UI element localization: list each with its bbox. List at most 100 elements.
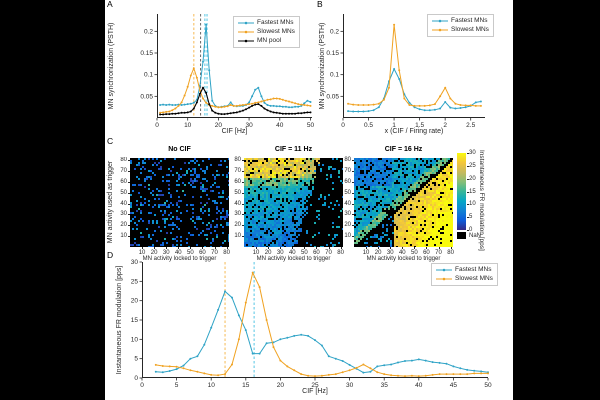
series-marker: [423, 109, 426, 112]
series-marker: [244, 301, 247, 304]
series-marker: [352, 103, 355, 106]
y-tick-label: 0.05: [326, 93, 339, 100]
series-marker: [444, 101, 447, 103]
x-tick-label: 40: [415, 382, 423, 389]
y-tick-label: 0.2: [330, 28, 339, 35]
series-marker: [362, 363, 365, 366]
series-marker: [175, 365, 178, 368]
tick-mark: [352, 236, 354, 238]
tick-label: 80: [344, 157, 351, 164]
tick-label: 40: [398, 250, 406, 256]
tick-mark: [352, 203, 354, 205]
figure: A MN synchronization (PSTH) 0 10 20 30 40 50 0…: [105, 0, 513, 400]
legend-item-fastest-mns: Fastest MNs: [238, 19, 295, 27]
series-marker: [162, 111, 165, 114]
series-marker: [291, 106, 293, 109]
tick-mark: [352, 214, 354, 216]
series-marker: [376, 365, 379, 368]
series-marker: [165, 104, 168, 106]
series-marker: [189, 369, 192, 372]
series-marker: [286, 336, 289, 339]
series-marker: [223, 113, 226, 116]
tick-mark: [178, 247, 180, 249]
x-tick-label: 1: [392, 122, 396, 129]
panel-a-ylabel: MN synchronization (PSTH): [108, 22, 115, 110]
series-marker: [210, 373, 213, 376]
series-marker: [418, 108, 421, 111]
y-tick-label: 0.1: [330, 72, 339, 79]
tick-mark: [128, 203, 130, 205]
tick-label: 20: [264, 250, 272, 256]
series-marker: [162, 113, 165, 116]
tick-mark: [378, 247, 380, 249]
series-marker: [393, 68, 396, 70]
series-marker: [487, 372, 489, 375]
series-marker: [168, 113, 171, 116]
series-marker: [231, 296, 233, 299]
tick-mark: [466, 178, 469, 180]
x-tick-label: 0: [341, 122, 345, 129]
series-marker: [182, 364, 185, 367]
y-tick-label: 5: [134, 356, 138, 363]
legend-item-fastest-mns: Fastest MNs: [432, 17, 489, 25]
series-marker: [303, 104, 306, 106]
x-tick-label: 50: [484, 382, 492, 389]
tick-label: 30: [276, 250, 284, 256]
series-marker: [189, 74, 192, 77]
panel-b-ylabel: MN synchronization (PSTH): [319, 22, 326, 110]
x-tick-label: 30: [245, 122, 253, 129]
panel-d-plot: 0 5 10 15 20 25 30 35 40 45 50 0 5 10 15 20 25 30: [131, 259, 492, 389]
panel-b-xlabel: x (CIF / Firing rate): [384, 128, 444, 135]
tick-mark: [128, 236, 130, 238]
legend-item-slowest-mns: Slowest MNs: [436, 275, 493, 283]
series-marker: [258, 352, 261, 355]
series-marker: [208, 103, 211, 106]
series-marker: [341, 371, 344, 374]
series-marker: [168, 103, 171, 106]
x-tick-label: 20: [215, 122, 223, 129]
series-marker: [168, 370, 171, 372]
series-marker: [284, 105, 287, 108]
series-marker: [479, 100, 482, 103]
series-marker: [186, 103, 189, 106]
series-marker: [238, 110, 241, 113]
series-marker: [265, 319, 268, 321]
series-marker: [269, 104, 272, 107]
series-marker: [294, 112, 297, 115]
series-marker: [192, 67, 195, 70]
colorbar: [457, 153, 466, 230]
series-marker: [220, 113, 223, 116]
series-marker: [254, 88, 257, 91]
heatmap-title-cif-16: CIF = 16 Hz: [384, 146, 423, 153]
series-marker: [327, 373, 330, 376]
tick-mark: [328, 247, 330, 249]
x-tick-label: 15: [242, 382, 250, 389]
series-marker: [244, 329, 247, 332]
series-marker: [258, 286, 261, 289]
x-tick-label: 10: [208, 382, 216, 389]
tick-mark: [438, 247, 440, 249]
series-marker: [418, 104, 421, 107]
tick-label: 80: [120, 157, 127, 164]
series-marker: [175, 368, 178, 371]
series-marker: [314, 375, 316, 378]
series-marker: [293, 369, 296, 372]
tick-label: 80: [337, 250, 344, 256]
series-marker: [265, 342, 268, 345]
series-marker: [284, 112, 287, 115]
x-tick-label: 30: [346, 382, 354, 389]
series-marker: [383, 373, 386, 376]
series-marker: [202, 60, 204, 63]
series-marker: [278, 112, 281, 115]
tick-label: 30: [162, 250, 170, 256]
series-marker: [199, 89, 201, 92]
series-marker: [408, 104, 411, 106]
tick-label: 80: [234, 157, 241, 164]
series-marker: [466, 368, 469, 371]
legend-label: Slowest MNs: [451, 26, 489, 33]
panel-label-d: D: [107, 250, 114, 260]
series-marker: [445, 362, 448, 365]
tick-label: 50: [301, 250, 308, 256]
series-marker: [168, 365, 171, 368]
series-marker: [404, 375, 406, 378]
